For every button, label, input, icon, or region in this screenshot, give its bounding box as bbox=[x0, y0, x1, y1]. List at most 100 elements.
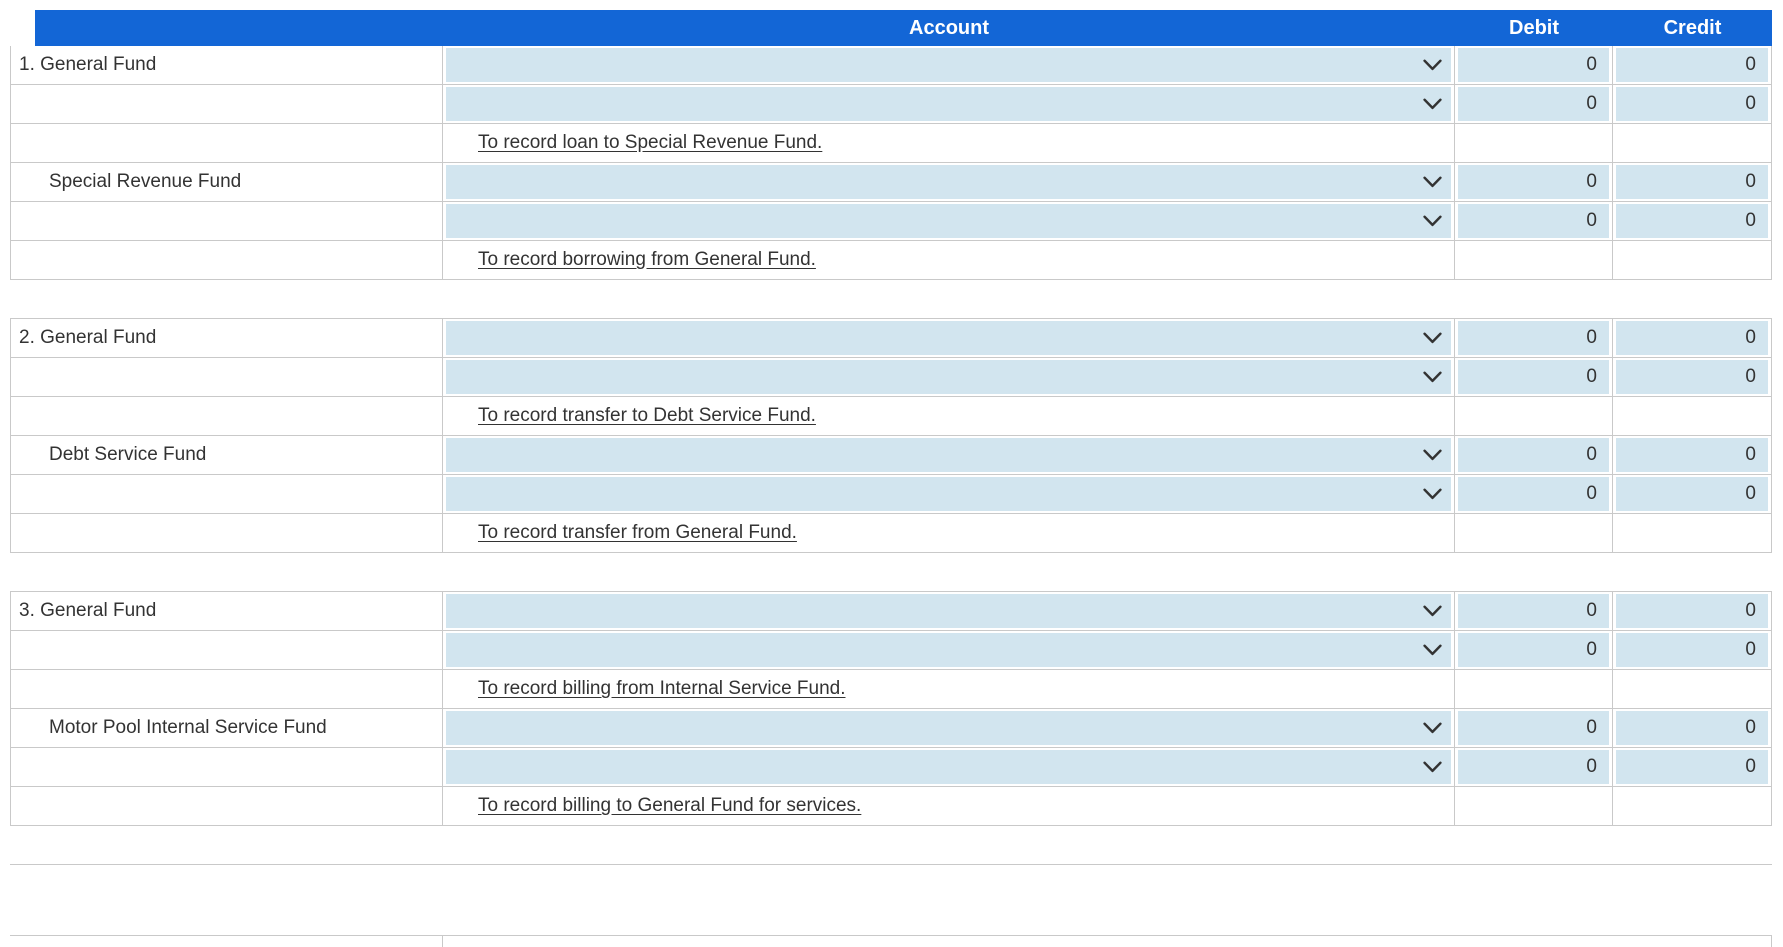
debit-cell bbox=[1455, 670, 1613, 709]
debit-cell: 0 bbox=[1455, 592, 1613, 631]
account-cell bbox=[443, 475, 1455, 514]
debit-input[interactable]: 0 bbox=[1458, 594, 1609, 628]
journal-entry-row: Debt Service Fund 0 0 bbox=[10, 436, 1772, 475]
fund-cell: Motor Pool Internal Service Fund bbox=[10, 709, 443, 748]
credit-input[interactable]: 0 bbox=[1616, 633, 1768, 667]
debit-cell: 0 bbox=[1455, 85, 1613, 124]
credit-input[interactable]: 0 bbox=[1616, 360, 1768, 394]
account-dropdown[interactable] bbox=[446, 477, 1451, 511]
account-dropdown[interactable] bbox=[446, 204, 1451, 238]
debit-input[interactable]: 0 bbox=[1458, 360, 1609, 394]
debit-cell: 0 bbox=[1455, 709, 1613, 748]
fund-cell bbox=[10, 358, 443, 397]
fund-label: Motor Pool Internal Service Fund bbox=[49, 717, 327, 738]
account-dropdown[interactable] bbox=[446, 633, 1451, 667]
description-cell: To record loan to Special Revenue Fund. bbox=[443, 124, 1455, 163]
account-cell bbox=[443, 163, 1455, 202]
entry-description: To record loan to Special Revenue Fund. bbox=[478, 132, 823, 153]
next-row-partial bbox=[10, 935, 1772, 947]
credit-input[interactable]: 0 bbox=[1616, 594, 1768, 628]
account-cell bbox=[443, 202, 1455, 241]
credit-input[interactable]: 0 bbox=[1616, 87, 1768, 121]
chevron-down-icon bbox=[1423, 605, 1442, 617]
debit-input[interactable]: 0 bbox=[1458, 438, 1609, 472]
journal-entry-row: Motor Pool Internal Service Fund 0 0 bbox=[10, 709, 1772, 748]
credit-cell: 0 bbox=[1613, 592, 1772, 631]
debit-cell: 0 bbox=[1455, 631, 1613, 670]
fund-cell bbox=[10, 397, 443, 436]
chevron-down-icon bbox=[1423, 761, 1442, 773]
account-dropdown[interactable] bbox=[446, 360, 1451, 394]
credit-cell bbox=[1613, 787, 1772, 826]
debit-column-header: Debit bbox=[1509, 16, 1559, 39]
debit-input[interactable]: 0 bbox=[1458, 87, 1609, 121]
credit-cell: 0 bbox=[1613, 709, 1772, 748]
account-dropdown[interactable] bbox=[446, 321, 1451, 355]
spacer-row bbox=[10, 826, 1772, 865]
credit-cell bbox=[1613, 241, 1772, 280]
description-cell: To record billing from Internal Service … bbox=[443, 670, 1455, 709]
credit-cell: 0 bbox=[1613, 46, 1772, 85]
description-cell: To record billing to General Fund for se… bbox=[443, 787, 1455, 826]
account-dropdown[interactable] bbox=[446, 594, 1451, 628]
credit-input[interactable]: 0 bbox=[1616, 48, 1768, 82]
fund-cell: 3. General Fund bbox=[10, 592, 443, 631]
debit-input[interactable]: 0 bbox=[1458, 633, 1609, 667]
debit-input[interactable]: 0 bbox=[1458, 477, 1609, 511]
description-row: To record loan to Special Revenue Fund. bbox=[10, 124, 1772, 163]
fund-cell bbox=[10, 202, 443, 241]
fund-cell bbox=[10, 241, 443, 280]
chevron-down-icon bbox=[1423, 59, 1442, 71]
entry-description: To record transfer to Debt Service Fund. bbox=[478, 405, 816, 426]
credit-input[interactable]: 0 bbox=[1616, 477, 1768, 511]
description-row: To record billing from Internal Service … bbox=[10, 670, 1772, 709]
account-dropdown[interactable] bbox=[446, 165, 1451, 199]
account-cell bbox=[443, 709, 1455, 748]
account-dropdown[interactable] bbox=[446, 48, 1451, 82]
fund-cell bbox=[10, 787, 443, 826]
debit-input[interactable]: 0 bbox=[1458, 750, 1609, 784]
chevron-down-icon bbox=[1423, 176, 1442, 188]
fund-cell bbox=[10, 936, 443, 947]
credit-input[interactable]: 0 bbox=[1616, 750, 1768, 784]
debit-cell: 0 bbox=[1455, 202, 1613, 241]
entry-description: To record billing to General Fund for se… bbox=[478, 795, 862, 816]
account-cell bbox=[443, 592, 1455, 631]
chevron-down-icon bbox=[1423, 215, 1442, 227]
debit-input[interactable]: 0 bbox=[1458, 321, 1609, 355]
debit-input[interactable]: 0 bbox=[1458, 48, 1609, 82]
credit-cell: 0 bbox=[1613, 748, 1772, 787]
account-dropdown[interactable] bbox=[446, 750, 1451, 784]
debit-input[interactable]: 0 bbox=[1458, 165, 1609, 199]
credit-input[interactable]: 0 bbox=[1616, 711, 1768, 745]
account-dropdown[interactable] bbox=[446, 711, 1451, 745]
credit-input[interactable]: 0 bbox=[1616, 165, 1768, 199]
debit-input[interactable]: 0 bbox=[1458, 711, 1609, 745]
credit-cell: 0 bbox=[1613, 85, 1772, 124]
fund-label: Debt Service Fund bbox=[49, 444, 207, 465]
fund-cell: Debt Service Fund bbox=[10, 436, 443, 475]
account-cell bbox=[443, 631, 1455, 670]
account-dropdown[interactable] bbox=[446, 87, 1451, 121]
debit-cell bbox=[1455, 397, 1613, 436]
description-cell: To record transfer to Debt Service Fund. bbox=[443, 397, 1455, 436]
credit-input[interactable]: 0 bbox=[1616, 438, 1768, 472]
fund-cell bbox=[10, 85, 443, 124]
debit-input[interactable]: 0 bbox=[1458, 204, 1609, 238]
credit-input[interactable]: 0 bbox=[1616, 204, 1768, 238]
debit-cell: 0 bbox=[1455, 319, 1613, 358]
account-dropdown[interactable] bbox=[446, 438, 1451, 472]
credit-cell: 0 bbox=[1613, 475, 1772, 514]
account-cell bbox=[443, 85, 1455, 124]
chevron-down-icon bbox=[1423, 488, 1442, 500]
chevron-down-icon bbox=[1423, 98, 1442, 110]
credit-input[interactable]: 0 bbox=[1616, 321, 1768, 355]
account-cell bbox=[443, 46, 1455, 85]
debit-cell: 0 bbox=[1455, 358, 1613, 397]
fund-label: 2. General Fund bbox=[19, 327, 157, 348]
